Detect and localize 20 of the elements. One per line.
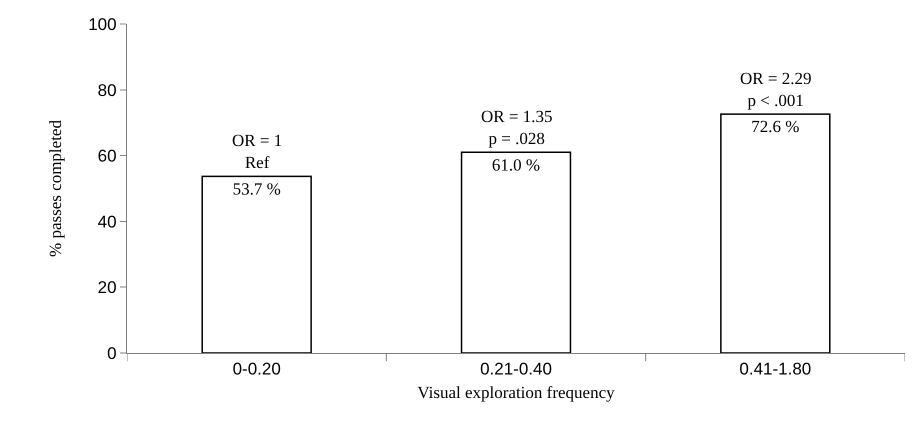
bar xyxy=(460,152,572,353)
y-tick-label: 40 xyxy=(98,212,117,232)
x-tick-label: 0.21-0.40 xyxy=(480,359,552,378)
x-tick-label: 0.41-1.80 xyxy=(739,359,812,378)
x-tick-label: 0-0.20 xyxy=(232,359,281,378)
data-label: 72.6 % xyxy=(751,117,800,136)
data-label: 61.0 % xyxy=(492,155,540,174)
bar xyxy=(720,113,831,353)
y-tick-label: 100 xyxy=(88,14,117,34)
x-axis-title: Visual exploration frequency xyxy=(417,382,616,402)
y-tick-label: 0 xyxy=(107,344,117,363)
annotation: OR = 1.35 p = .028 xyxy=(481,107,552,148)
data-label: 53.7 % xyxy=(232,179,281,198)
y-axis-title: % passes completed xyxy=(46,120,65,257)
bar xyxy=(201,176,312,353)
y-tick-label: 80 xyxy=(98,80,117,100)
annotation: OR = 1 Ref xyxy=(232,131,282,172)
y-tick-label: 20 xyxy=(98,278,117,298)
annotation: OR = 2.29 p < .001 xyxy=(740,69,812,110)
y-tick-label: 60 xyxy=(98,146,117,166)
